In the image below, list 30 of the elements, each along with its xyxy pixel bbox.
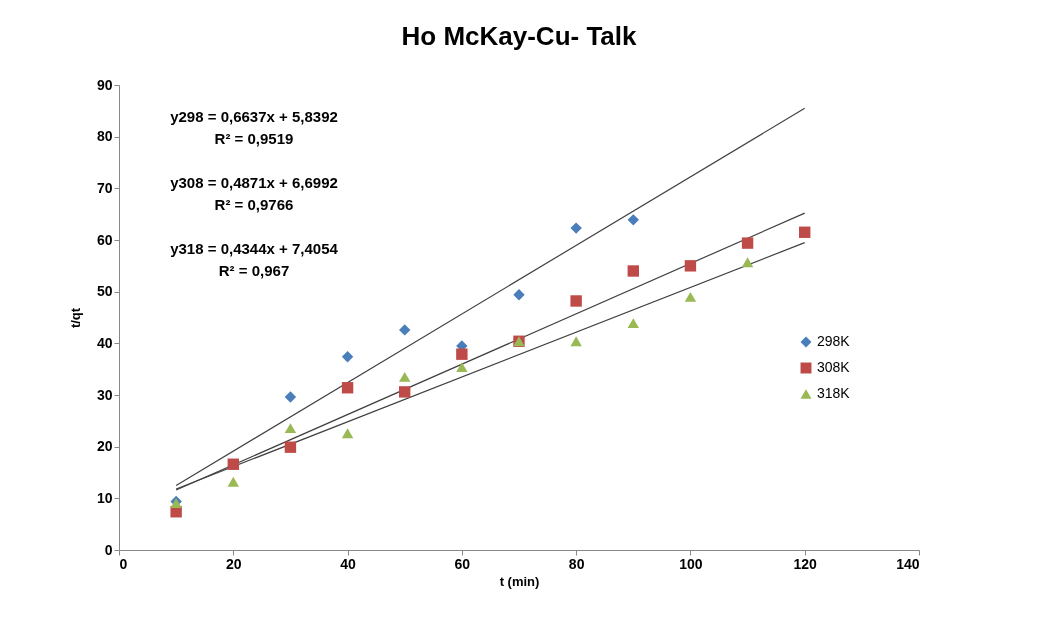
- x-tick-label: 120: [793, 555, 818, 572]
- y-tick-label: 90: [96, 76, 113, 93]
- y-tick-label: 50: [96, 283, 113, 300]
- y-tick-label: 0: [104, 541, 113, 558]
- y-axis-title: t/qt: [67, 307, 83, 329]
- x-tick-label: 40: [340, 555, 357, 572]
- y-tick-label: 30: [96, 386, 113, 403]
- y-tick-label: 10: [96, 489, 113, 506]
- x-tick-label: 20: [226, 555, 242, 572]
- annotation: R² = 0,9519: [214, 130, 294, 147]
- legend-label: 318K: [817, 385, 851, 401]
- annotation: R² = 0,967: [218, 262, 290, 279]
- legend-label: 298K: [817, 333, 851, 349]
- x-tick-label: 0: [119, 555, 128, 572]
- y-tick-label: 20: [96, 438, 113, 455]
- y-tick-label: 60: [96, 231, 113, 248]
- y-tick-label: 80: [96, 128, 113, 145]
- annotation: R² = 0,9766: [214, 196, 294, 213]
- legend-label: 308K: [817, 359, 851, 375]
- annotation: y298 = 0,6637x + 5,8392: [170, 108, 338, 125]
- x-tick-label: 100: [679, 555, 703, 572]
- x-tick-label: 60: [454, 555, 471, 572]
- x-axis-title: t (min): [499, 573, 540, 589]
- y-tick-label: 40: [96, 334, 113, 351]
- annotation: y308 = 0,4871x + 6,6992: [170, 174, 338, 191]
- annotation: y318 = 0,4344x + 7,4054: [170, 240, 339, 257]
- x-tick-label: 80: [568, 555, 585, 572]
- x-tick-label: 140: [896, 555, 920, 572]
- chart-title: Ho McKay-Cu- Talk: [401, 21, 638, 51]
- y-tick-label: 70: [96, 179, 113, 196]
